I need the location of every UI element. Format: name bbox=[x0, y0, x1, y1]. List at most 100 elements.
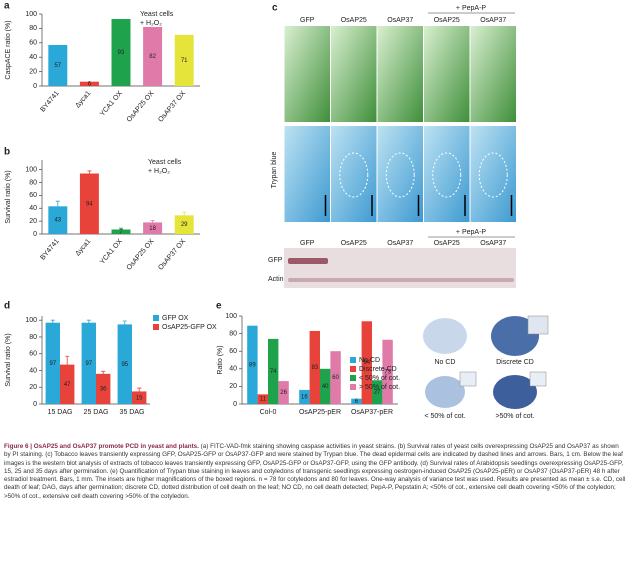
y-tick-label: 0 bbox=[233, 401, 237, 408]
y-tick-label: 80 bbox=[29, 334, 37, 341]
legend-label: Discrete CD bbox=[359, 366, 397, 373]
value-label: 57 bbox=[54, 63, 61, 69]
seedling-image bbox=[491, 316, 539, 356]
annotation: Yeast cells bbox=[140, 11, 174, 18]
blot-column-label: OsAP37 bbox=[480, 240, 506, 247]
x-tick-label: YCA1 OX bbox=[99, 238, 124, 266]
x-tick-label: 25 DAG bbox=[84, 409, 109, 416]
blot-row-label: GFP bbox=[268, 257, 283, 264]
bar bbox=[257, 394, 268, 404]
value-label: 83 bbox=[311, 365, 318, 371]
value-label: 36 bbox=[100, 386, 107, 392]
y-tick-label: 100 bbox=[25, 166, 37, 173]
inset bbox=[527, 315, 549, 335]
blot-band bbox=[288, 278, 514, 282]
leaf-image bbox=[470, 26, 516, 122]
legend-swatch bbox=[350, 384, 356, 390]
leaf-image bbox=[424, 26, 470, 122]
legend-label: < 50% of cot. bbox=[359, 375, 400, 382]
leaf-image bbox=[284, 26, 330, 122]
y-tick-label: 100 bbox=[25, 317, 37, 324]
value-label: 11 bbox=[260, 397, 267, 403]
error-bar bbox=[182, 211, 187, 219]
panel-label: c bbox=[272, 3, 278, 14]
y-tick-label: 20 bbox=[29, 218, 37, 225]
y-tick-label: 40 bbox=[29, 205, 37, 212]
value-label: 43 bbox=[54, 218, 61, 224]
y-tick-label: 0 bbox=[33, 231, 37, 238]
x-tick-label: BY4741 bbox=[39, 90, 60, 114]
bar bbox=[299, 389, 310, 404]
y-axis-label: Survival ratio (%) bbox=[5, 170, 12, 223]
legend-swatch bbox=[350, 366, 356, 372]
value-label: 74 bbox=[270, 369, 277, 375]
pepa-label: + PepA-P bbox=[456, 229, 486, 236]
inset-label: Discrete CD bbox=[496, 359, 534, 366]
value-label: 95 bbox=[121, 362, 128, 368]
value-label: 7 bbox=[119, 229, 123, 235]
bar bbox=[48, 44, 68, 86]
bar bbox=[382, 339, 393, 404]
row-label: Trypan blue bbox=[271, 152, 278, 189]
value-label: 18 bbox=[149, 226, 156, 232]
x-tick-label: OsAP37 OX bbox=[157, 238, 187, 272]
y-axis-label: Ratio (%) bbox=[217, 345, 224, 374]
bar bbox=[81, 322, 96, 404]
value-label: 6 bbox=[88, 81, 92, 87]
x-tick-label: 15 DAG bbox=[48, 409, 73, 416]
value-label: 27 bbox=[374, 390, 381, 396]
blot-row-label: Actin bbox=[268, 276, 284, 283]
value-label: 71 bbox=[181, 58, 188, 64]
y-tick-label: 20 bbox=[29, 384, 37, 391]
y-tick-label: 60 bbox=[29, 192, 37, 199]
x-tick-label: Col-0 bbox=[260, 409, 277, 416]
value-label: 26 bbox=[280, 390, 287, 396]
bar bbox=[79, 81, 99, 86]
value-label: 6 bbox=[355, 399, 359, 405]
value-label: 60 bbox=[332, 375, 339, 381]
figure-panels: c + PepA-P Trypan blue GFP Actin + PepA-… bbox=[4, 1, 549, 420]
x-tick-label: OsAP37-pER bbox=[351, 409, 393, 416]
y-tick-label: 80 bbox=[29, 179, 37, 186]
error-bar bbox=[65, 355, 70, 374]
inset bbox=[529, 371, 547, 387]
trypan-image bbox=[424, 126, 470, 222]
legend-swatch bbox=[350, 375, 356, 381]
y-tick-label: 60 bbox=[29, 40, 37, 47]
panel-label: e bbox=[216, 301, 222, 312]
blot-band bbox=[288, 258, 328, 264]
bar bbox=[330, 351, 341, 404]
value-label: 97 bbox=[85, 361, 92, 367]
y-tick-label: 60 bbox=[229, 348, 237, 355]
leaf-image bbox=[331, 26, 377, 122]
bar bbox=[96, 373, 111, 404]
value-label: 40 bbox=[322, 384, 329, 390]
blot-column-label: OsAP25 bbox=[341, 240, 367, 247]
bar bbox=[174, 215, 194, 234]
value-label: 89 bbox=[249, 362, 256, 368]
y-tick-label: 100 bbox=[225, 313, 237, 320]
bar bbox=[309, 330, 320, 404]
dead-cell-region bbox=[339, 152, 369, 198]
column-label: OsAP25 bbox=[341, 17, 367, 24]
y-tick-label: 20 bbox=[229, 383, 237, 390]
bar bbox=[117, 324, 132, 404]
caption-text: (a) FITC-VAD-fmk staining showing caspas… bbox=[4, 443, 626, 500]
y-tick-label: 0 bbox=[33, 401, 37, 408]
bar bbox=[372, 380, 383, 404]
seedling-image bbox=[425, 376, 465, 408]
legend-label: No CD bbox=[359, 357, 380, 364]
x-tick-label: Δyca1 bbox=[74, 238, 92, 257]
y-tick-label: 80 bbox=[229, 330, 237, 337]
x-tick-label: 35 DAG bbox=[120, 409, 145, 416]
dead-cell-region bbox=[478, 152, 508, 198]
y-tick-label: 20 bbox=[29, 68, 37, 75]
bar bbox=[111, 19, 131, 86]
bar bbox=[351, 398, 362, 404]
annotation: + H₂O₂ bbox=[148, 168, 170, 175]
bar bbox=[143, 26, 163, 86]
legend-swatch bbox=[153, 324, 159, 330]
column-label: OsAP25 bbox=[434, 17, 460, 24]
inset-label: >50% of cot. bbox=[495, 413, 534, 420]
seedling-image bbox=[423, 318, 467, 354]
